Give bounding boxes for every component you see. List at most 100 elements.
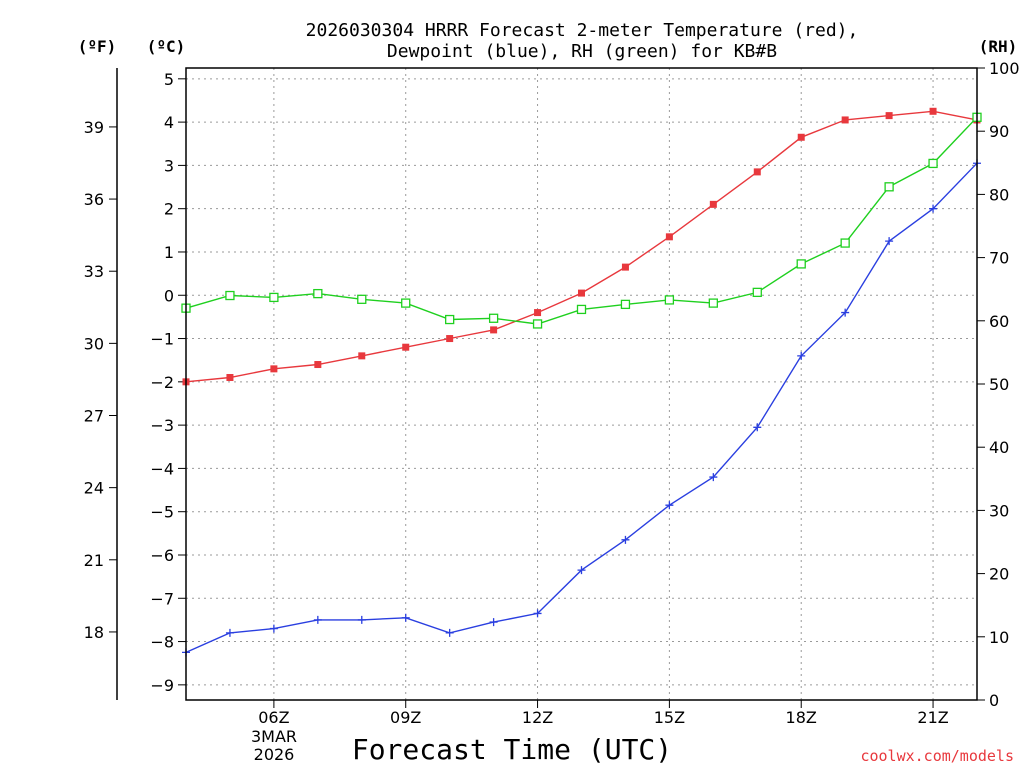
celsius-tick-label: −1 (150, 330, 174, 349)
rh-point (840, 238, 850, 248)
credit-text: coolwx.com/models (860, 747, 1014, 765)
fahrenheit-tick-label: 36 (84, 190, 104, 209)
dewpoint-point (753, 423, 762, 432)
dewpoint-point (841, 308, 850, 317)
celsius-unit-label: (ºC) (147, 37, 186, 56)
rh-tick-label: 100 (989, 59, 1020, 78)
gridlines (186, 68, 977, 700)
time-tick-label: 21Z (917, 708, 948, 727)
chart-title-line1: 2026030304 HRRR Forecast 2-meter Tempera… (306, 20, 859, 41)
temperature-line (185, 110, 978, 383)
rh-tick-label: 40 (989, 438, 1009, 457)
rh-tick-label: 70 (989, 249, 1009, 268)
rh-point (445, 314, 455, 325)
celsius-tick-label: −3 (150, 416, 174, 435)
rh-point (928, 158, 938, 169)
temperature-point (490, 326, 498, 334)
celsius-axis: 5 4 3 2 1 0 −1 −2 −3 −4 −5 −6 −7 −8 −9 (150, 70, 186, 695)
dewpoint-point (709, 473, 718, 482)
rh-point (576, 304, 587, 315)
temperature-point (314, 361, 322, 369)
fahrenheit-tick-label: 27 (84, 407, 104, 426)
rh-point (401, 298, 411, 308)
celsius-tick-label: −8 (150, 633, 174, 652)
time-tick-label: 06Z (258, 708, 289, 727)
temperature-point (621, 263, 629, 271)
date-month-label: 3MAR (251, 727, 297, 746)
dewpoint-point (489, 618, 498, 627)
rh-tick-label: 60 (989, 312, 1009, 331)
temperature-point (446, 335, 454, 343)
temperature-point (534, 309, 542, 317)
rh-tick-label: 10 (989, 628, 1009, 647)
dewpoint-point (401, 613, 410, 622)
temperature-point (709, 200, 717, 208)
rh-point (313, 288, 323, 299)
celsius-tick-label: −9 (150, 676, 174, 695)
celsius-tick-label: 4 (164, 113, 174, 132)
celsius-tick-label: 2 (164, 200, 174, 219)
rh-tick-label: 30 (989, 501, 1009, 520)
temperature-point (797, 133, 805, 141)
temperature-point (665, 233, 673, 241)
celsius-tick-label: 0 (164, 286, 174, 305)
rh-point (884, 182, 894, 192)
fahrenheit-tick-label: 21 (84, 551, 104, 570)
dewpoint-point (445, 628, 454, 637)
rh-point (532, 319, 543, 329)
celsius-tick-label: −6 (150, 546, 174, 565)
rh-tick-label: 20 (989, 565, 1009, 584)
celsius-tick-label: −4 (150, 459, 174, 478)
rh-unit-label: (RH) (979, 37, 1018, 56)
time-axis: 06Z 09Z 12Z 15Z 18Z 21Z (258, 700, 949, 727)
fahrenheit-unit-label: (ºF) (78, 37, 117, 56)
fahrenheit-axis: 39 36 33 30 27 24 21 18 (84, 68, 118, 700)
temperature-point (402, 343, 410, 351)
celsius-tick-label: −2 (150, 373, 174, 392)
fahrenheit-tick-label: 24 (84, 479, 104, 498)
celsius-tick-label: −5 (150, 503, 174, 522)
celsius-tick-label: −7 (150, 589, 174, 608)
fahrenheit-tick-label: 39 (84, 118, 104, 137)
dewpoint-point (797, 351, 806, 360)
rh-point (620, 299, 631, 310)
dewpoint-point (929, 204, 938, 213)
date-year-label: 2026 (254, 745, 295, 764)
x-axis-title: Forecast Time (UTC) (352, 733, 672, 766)
rh-tick-label: 50 (989, 375, 1009, 394)
chart-title-line2: Dewpoint (blue), RH (green) for KB#B (387, 41, 777, 62)
dewpoint-point (357, 615, 366, 624)
temperature-point (358, 352, 366, 360)
dewpoint-point (225, 628, 234, 637)
fahrenheit-tick-label: 18 (84, 623, 104, 642)
dewpoint-point (885, 237, 894, 246)
dewpoint-point (665, 501, 674, 510)
temperature-point (270, 365, 278, 373)
time-tick-label: 18Z (786, 708, 817, 727)
celsius-tick-label: 3 (164, 156, 174, 175)
rh-point (357, 294, 367, 304)
rh-point (488, 313, 499, 323)
plot-frame (185, 67, 978, 701)
rh-point (752, 287, 762, 298)
time-tick-label: 09Z (390, 708, 421, 727)
dewpoint-point (269, 624, 278, 633)
temperature-point (753, 168, 761, 176)
rh-point (225, 290, 235, 301)
fahrenheit-tick-label: 30 (84, 334, 104, 353)
dewpoint-point (577, 566, 586, 575)
temperature-point (841, 116, 849, 124)
fahrenheit-tick-label: 33 (84, 262, 104, 281)
rh-tick-label: 90 (989, 122, 1009, 141)
dewpoint-point (313, 615, 322, 624)
time-tick-label: 15Z (654, 708, 685, 727)
celsius-tick-label: 5 (164, 70, 174, 89)
temperature-point (885, 112, 893, 120)
rh-point (708, 298, 718, 308)
time-tick-label: 12Z (522, 708, 553, 727)
dewpoint-point (533, 609, 542, 618)
rh-point (796, 259, 806, 269)
temperature-point (578, 289, 585, 297)
